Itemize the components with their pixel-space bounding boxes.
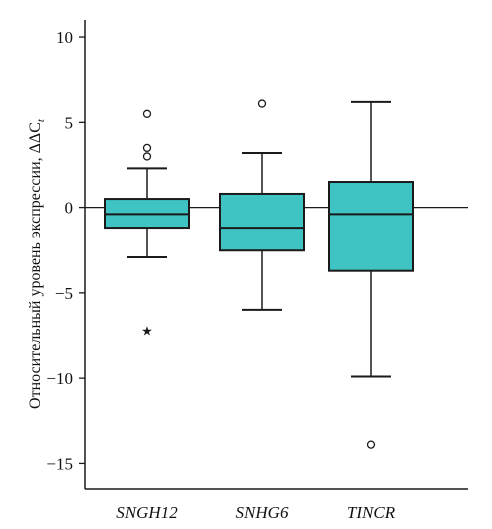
extreme-point: ★ (141, 324, 153, 339)
box-tincr (328, 181, 414, 272)
y-axis-title-group: Относительный уровень экспрессии, ΔΔCt (27, 118, 47, 409)
y-tick-label: 10 (56, 28, 73, 47)
outlier-point (366, 440, 376, 449)
box-snhg6 (219, 192, 305, 252)
outlier-point (142, 109, 152, 118)
y-tick-label: −15 (46, 454, 73, 473)
y-tick-label: −10 (46, 369, 73, 388)
x-category-label: SNGH12 (116, 503, 178, 522)
y-tick-label: 5 (65, 113, 74, 132)
y-axis-title-subscript: t (35, 118, 47, 122)
outlier-point (142, 143, 152, 153)
y-axis-title-main: Относительный уровень экспрессии, ΔΔC (27, 122, 44, 409)
outlier-point (257, 99, 267, 108)
y-axis-title: Относительный уровень экспрессии, ΔΔCt (27, 118, 47, 409)
x-category-label: SNHG6 (236, 503, 289, 522)
y-tick-label: 0 (65, 199, 74, 218)
y-tick-label: −5 (55, 284, 73, 303)
x-category-label: TINCR (347, 503, 396, 522)
plot-area: 10 5 0 −5 −10 −15 ★ SNGH12 SNHG6 TINCR (46, 20, 468, 522)
outlier-point (142, 152, 152, 161)
